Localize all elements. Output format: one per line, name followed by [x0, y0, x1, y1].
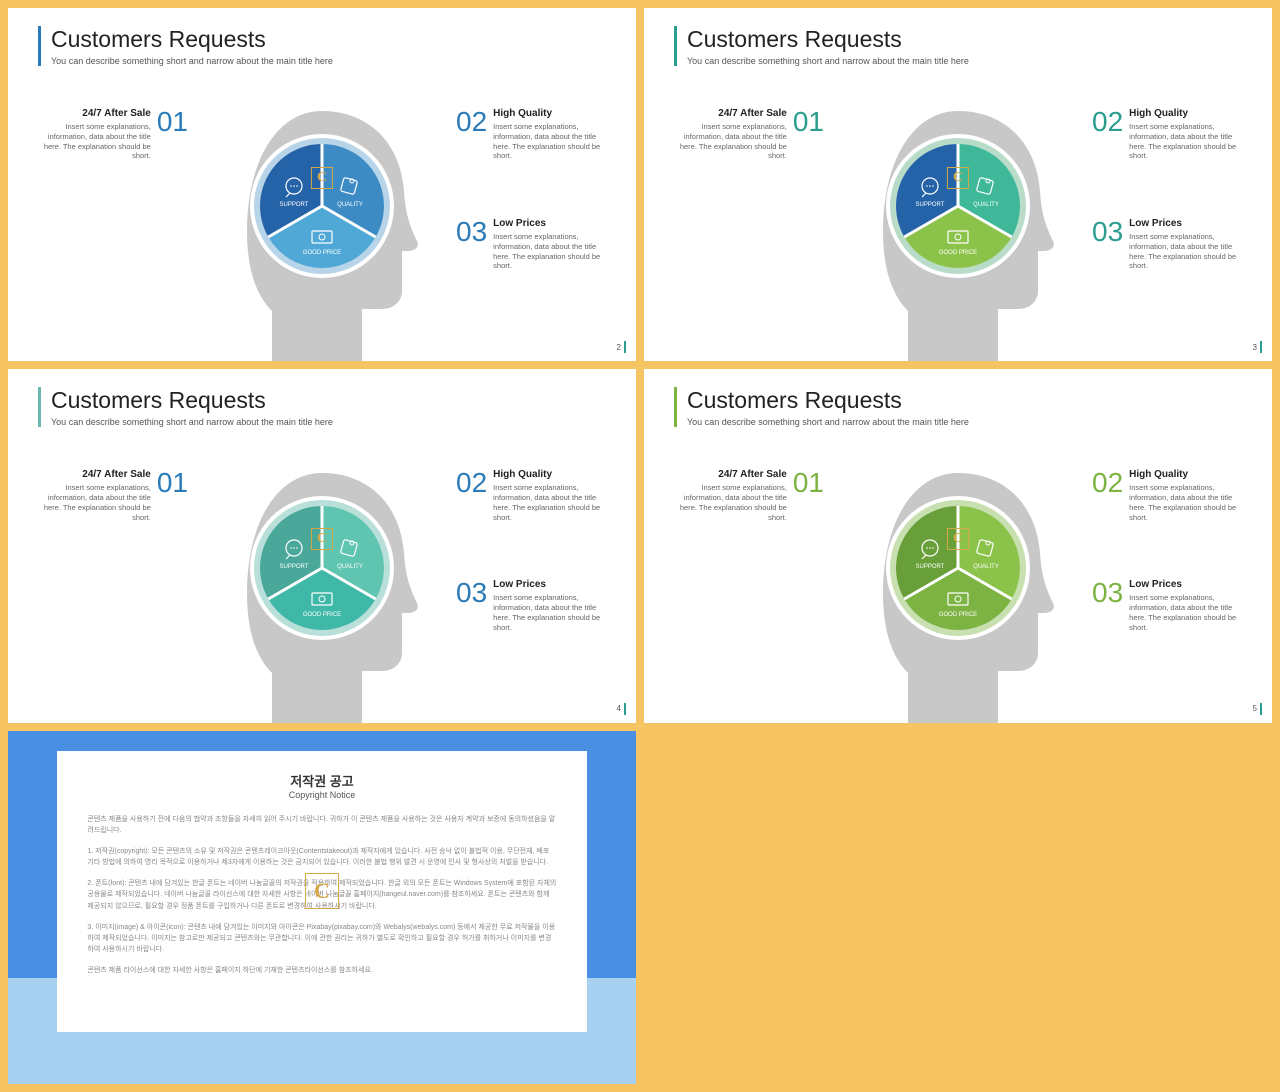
feature-1: 24/7 After Sale Insert some explanations,…: [38, 469, 188, 522]
feature-1: 24/7 After Sale Insert some explanations,…: [674, 469, 824, 522]
title-bar: Customers Requests You can describe some…: [674, 387, 969, 427]
slide-3: Customers Requests You can describe some…: [644, 8, 1272, 361]
head-diagram: SUPPORT QUALITY GOOD PRICE: [858, 101, 1058, 361]
svg-text:QUALITY: QUALITY: [337, 564, 363, 570]
feature-desc: Insert some explanations, information, d…: [493, 122, 606, 161]
feature-number: 02: [1092, 108, 1123, 136]
watermark-icon: C: [311, 167, 333, 189]
slide-2: Customers Requests You can describe some…: [8, 8, 636, 361]
feature-3: 03 Low Prices Insert some explanations, in…: [1092, 218, 1242, 271]
page-number: 2: [617, 341, 626, 353]
slide-5: Customers Requests You can describe some…: [644, 369, 1272, 722]
feature-2: 02 High Quality Insert some explanations, …: [456, 469, 606, 522]
feature-1: 24/7 After Sale Insert some explanations,…: [674, 108, 824, 161]
feature-title: 24/7 After Sale: [674, 108, 787, 119]
svg-text:SUPPORT: SUPPORT: [280, 564, 309, 570]
feature-desc: Insert some explanations, information, d…: [1129, 483, 1242, 522]
feature-2: 02 High Quality Insert some explanations, …: [1092, 469, 1242, 522]
feature-title: Low Prices: [493, 579, 606, 590]
feature-title: 24/7 After Sale: [38, 108, 151, 119]
slide-title: Customers Requests: [687, 387, 969, 414]
head-diagram: SUPPORT QUALITY GOOD PRICE: [858, 463, 1058, 723]
feature-3: 03 Low Prices Insert some explanations, in…: [456, 579, 606, 632]
page-number: 4: [617, 703, 626, 715]
feature-1: 24/7 After Sale Insert some explanations,…: [38, 108, 188, 161]
svg-text:SUPPORT: SUPPORT: [916, 564, 945, 570]
feature-number: 02: [456, 108, 487, 136]
feature-title: High Quality: [1129, 108, 1242, 119]
head-diagram: SUPPORT QUALITY GOOD PRICE: [222, 463, 422, 723]
feature-title: Low Prices: [1129, 579, 1242, 590]
feature-2: 02 High Quality Insert some explanations, …: [456, 108, 606, 161]
slide-subtitle: You can describe something short and nar…: [51, 56, 333, 66]
copyright-title: 저작권 공고: [87, 771, 556, 790]
copyright-para-1: 콘텐츠 제품을 사용하기 전에 다음의 협약과 조항들을 자세히 읽어 주시기 …: [87, 814, 556, 836]
feature-number: 02: [456, 469, 487, 497]
feature-number: 03: [1092, 579, 1123, 607]
feature-title: Low Prices: [1129, 218, 1242, 229]
slide-title: Customers Requests: [51, 387, 333, 414]
feature-number: 01: [157, 469, 188, 497]
title-bar: Customers Requests You can describe some…: [38, 387, 333, 427]
feature-desc: Insert some explanations, information, d…: [493, 593, 606, 632]
slide-subtitle: You can describe something short and nar…: [687, 417, 969, 427]
copyright-para-4: 3. 이미지(image) & 아이콘(icon): 콘텐츠 내에 담겨있는 이…: [87, 922, 556, 956]
head-diagram: SUPPORT QUALITY GOOD PRICE: [222, 101, 422, 361]
watermark-icon: C: [311, 528, 333, 550]
feature-number: 01: [793, 469, 824, 497]
copyright-para-5: 콘텐츠 제품 라이선스에 대한 자세한 사항은 홈페이지 하단에 기재한 콘텐츠…: [87, 965, 556, 976]
slide-4: Customers Requests You can describe some…: [8, 369, 636, 722]
page-number: 3: [1253, 341, 1262, 353]
svg-text:SUPPORT: SUPPORT: [280, 202, 309, 208]
copyright-slide: 저작권 공고 Copyright Notice 콘텐츠 제품을 사용하기 전에 …: [8, 731, 636, 1084]
feature-number: 01: [157, 108, 188, 136]
feature-number: 01: [793, 108, 824, 136]
watermark-icon: C: [305, 873, 339, 909]
copyright-subtitle: Copyright Notice: [87, 790, 556, 800]
feature-desc: Insert some explanations, information, d…: [674, 483, 787, 522]
title-bar: Customers Requests You can describe some…: [38, 26, 333, 66]
feature-number: 03: [456, 218, 487, 246]
feature-desc: Insert some explanations, information, d…: [1129, 232, 1242, 271]
svg-text:QUALITY: QUALITY: [337, 202, 363, 208]
feature-number: 03: [1092, 218, 1123, 246]
feature-number: 02: [1092, 469, 1123, 497]
svg-text:QUALITY: QUALITY: [973, 564, 999, 570]
watermark-icon: C: [947, 167, 969, 189]
svg-text:QUALITY: QUALITY: [973, 202, 999, 208]
svg-text:GOOD PRICE: GOOD PRICE: [939, 250, 977, 256]
page-number: 5: [1253, 703, 1262, 715]
title-bar: Customers Requests You can describe some…: [674, 26, 969, 66]
feature-desc: Insert some explanations, information, d…: [493, 483, 606, 522]
svg-text:GOOD PRICE: GOOD PRICE: [939, 612, 977, 618]
feature-title: High Quality: [493, 469, 606, 480]
slide-subtitle: You can describe something short and nar…: [687, 56, 969, 66]
copyright-para-2: 1. 저작권(copyright): 모든 콘텐츠의 소유 및 저작권은 콘텐츠…: [87, 846, 556, 868]
feature-3: 03 Low Prices Insert some explanations, in…: [1092, 579, 1242, 632]
slide-title: Customers Requests: [51, 26, 333, 53]
svg-text:GOOD PRICE: GOOD PRICE: [303, 250, 341, 256]
feature-title: 24/7 After Sale: [674, 469, 787, 480]
watermark-icon: C: [947, 528, 969, 550]
slide-title: Customers Requests: [687, 26, 969, 53]
svg-text:GOOD PRICE: GOOD PRICE: [303, 612, 341, 618]
feature-desc: Insert some explanations, information, d…: [1129, 593, 1242, 632]
feature-desc: Insert some explanations, information, d…: [674, 122, 787, 161]
feature-2: 02 High Quality Insert some explanations, …: [1092, 108, 1242, 161]
feature-desc: Insert some explanations, information, d…: [38, 483, 151, 522]
feature-title: High Quality: [493, 108, 606, 119]
feature-desc: Insert some explanations, information, d…: [38, 122, 151, 161]
feature-title: Low Prices: [493, 218, 606, 229]
copyright-panel: 저작권 공고 Copyright Notice 콘텐츠 제품을 사용하기 전에 …: [57, 751, 586, 1033]
feature-3: 03 Low Prices Insert some explanations, in…: [456, 218, 606, 271]
feature-desc: Insert some explanations, information, d…: [1129, 122, 1242, 161]
feature-desc: Insert some explanations, information, d…: [493, 232, 606, 271]
slide-subtitle: You can describe something short and nar…: [51, 417, 333, 427]
feature-title: 24/7 After Sale: [38, 469, 151, 480]
feature-number: 03: [456, 579, 487, 607]
svg-text:SUPPORT: SUPPORT: [916, 202, 945, 208]
feature-title: High Quality: [1129, 469, 1242, 480]
